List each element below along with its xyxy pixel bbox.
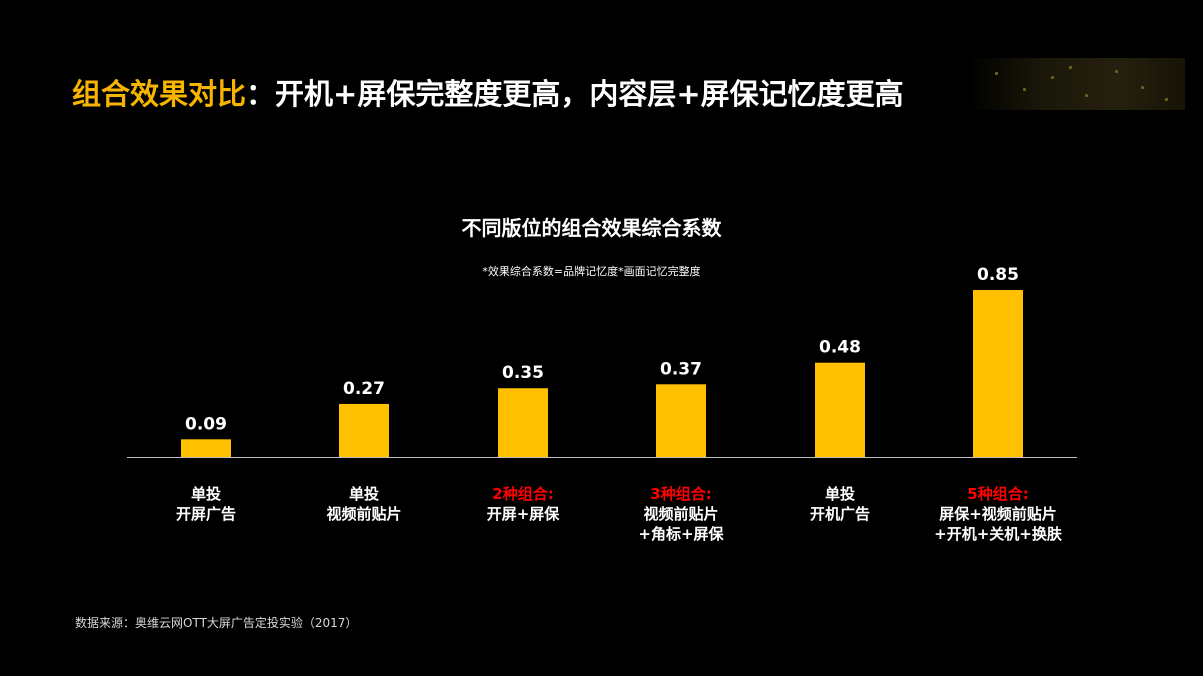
category-label-line: 单投 xyxy=(824,485,855,503)
category-label-line: 5种组合: xyxy=(967,485,1029,503)
category-label-line: 视频前贴片 xyxy=(326,505,402,523)
value-label-2: 0.27 xyxy=(343,379,385,399)
slide-title: 组合效果对比：开机+屏保完整度更高，内容层+屏保记忆度更高 xyxy=(72,76,904,112)
chart-title: 不同版位的组合效果综合系数 xyxy=(461,216,722,240)
category-label-line: 单投 xyxy=(348,485,379,503)
bar-3 xyxy=(498,388,548,457)
value-label-6: 0.85 xyxy=(977,265,1019,285)
bar-6 xyxy=(973,290,1023,457)
value-label-4: 0.37 xyxy=(660,359,702,379)
value-label-5: 0.48 xyxy=(819,338,861,358)
bar-2 xyxy=(339,403,389,457)
category-label-line: 屏保+视频前贴片 xyxy=(939,505,1057,523)
slide-title-rest: ：开机+屏保完整度更高，内容层+屏保记忆度更高 xyxy=(246,77,904,111)
value-label-1: 0.09 xyxy=(185,414,227,434)
category-label-line: +开机+关机+换肤 xyxy=(934,525,1062,543)
category-label-4: 3种组合: 视频前贴片 +角标+屏保 xyxy=(601,484,761,544)
chart-formula-note: *效果综合系数=品牌记忆度*画面记忆完整度 xyxy=(482,265,701,278)
category-label-2: 单投 视频前贴片 xyxy=(284,484,444,524)
category-label-line: 单投 xyxy=(190,485,221,503)
category-label-3: 2种组合: 开屏+屏保 xyxy=(443,484,603,524)
category-label-line: 3种组合: xyxy=(650,485,712,503)
bar-4 xyxy=(656,384,706,457)
category-label-1: 单投 开屏广告 xyxy=(126,484,286,524)
data-source-note: 数据来源：奥维云网OTT大屏广告定投实验（2017） xyxy=(75,616,358,630)
category-label-line: 开屏广告 xyxy=(175,505,236,523)
category-label-line: 2种组合: xyxy=(492,485,554,503)
category-label-line: 视频前贴片 xyxy=(643,505,719,523)
category-label-line: 开屏+屏保 xyxy=(486,505,560,523)
bar-1 xyxy=(181,439,231,457)
category-label-line: 开机广告 xyxy=(809,505,870,523)
bar-5 xyxy=(815,362,865,457)
category-label-5: 单投 开机广告 xyxy=(760,484,920,524)
category-label-6: 5种组合: 屏保+视频前贴片 +开机+关机+换肤 xyxy=(918,484,1078,544)
value-label-3: 0.35 xyxy=(502,363,544,383)
slide-title-accent: 组合效果对比 xyxy=(72,77,247,111)
decorative-image-strip xyxy=(965,58,1185,110)
category-label-line: +角标+屏保 xyxy=(638,525,724,543)
